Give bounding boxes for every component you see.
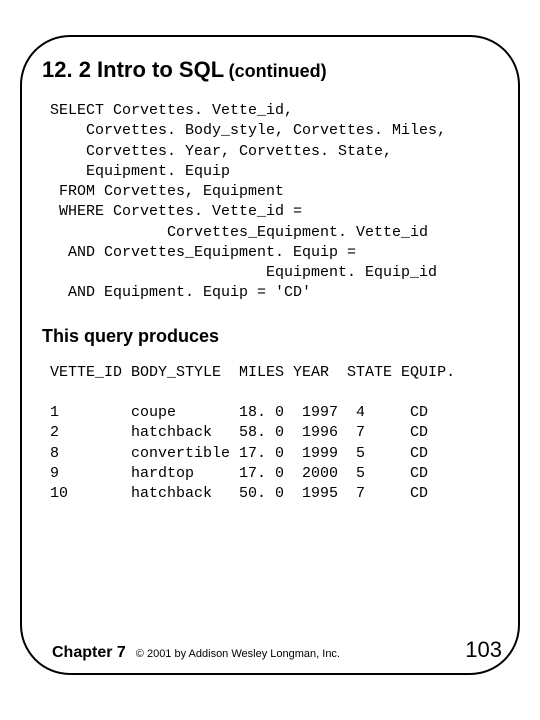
- title-sub: (continued): [229, 61, 327, 81]
- sql-code-block: SELECT Corvettes. Vette_id, Corvettes. B…: [50, 101, 498, 304]
- table-row: 10 hatchback 50. 0 1995 7 CD: [50, 485, 428, 502]
- section-title: 12. 2 Intro to SQL (continued): [42, 57, 498, 83]
- table-header-row: VETTE_ID BODY_STYLE MILES YEAR STATE EQU…: [50, 364, 455, 381]
- table-row: 1 coupe 18. 0 1997 4 CD: [50, 404, 428, 421]
- result-subheading: This query produces: [42, 326, 498, 347]
- page-number: 103: [465, 637, 502, 663]
- title-main: 12. 2 Intro to SQL: [42, 57, 224, 82]
- table-row: 2 hatchback 58. 0 1996 7 CD: [50, 424, 428, 441]
- table-row: 9 hardtop 17. 0 2000 5 CD: [50, 465, 428, 482]
- copyright-text: © 2001 by Addison Wesley Longman, Inc.: [136, 648, 465, 660]
- chapter-label: Chapter 7: [52, 644, 126, 662]
- table-row: 8 convertible 17. 0 1999 5 CD: [50, 445, 428, 462]
- result-table: VETTE_ID BODY_STYLE MILES YEAR STATE EQU…: [50, 363, 498, 505]
- page-frame: 12. 2 Intro to SQL (continued) SELECT Co…: [20, 35, 520, 675]
- footer: Chapter 7 © 2001 by Addison Wesley Longm…: [52, 637, 502, 663]
